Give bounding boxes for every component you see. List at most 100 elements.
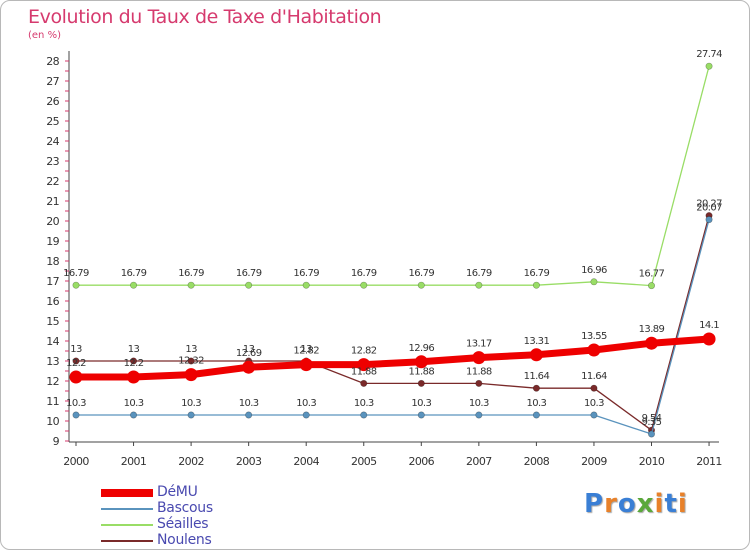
data-point bbox=[590, 384, 598, 392]
data-label: 13.17 bbox=[466, 339, 492, 350]
data-label: 12.2 bbox=[124, 358, 144, 369]
data-point bbox=[532, 281, 540, 289]
x-tick-label: 2009 bbox=[581, 455, 607, 468]
data-point bbox=[72, 411, 80, 419]
data-point bbox=[245, 281, 253, 289]
data-label: 11.88 bbox=[351, 366, 377, 377]
legend-label: Noulens bbox=[157, 532, 212, 548]
y-tick-label: 17 bbox=[46, 275, 59, 288]
data-label: 16.79 bbox=[63, 268, 89, 279]
y-tick-label: 15 bbox=[46, 315, 59, 328]
data-point bbox=[357, 358, 371, 372]
y-tick-label: 13 bbox=[46, 355, 59, 368]
data-point bbox=[69, 370, 83, 384]
data-label: 16.79 bbox=[351, 268, 377, 279]
data-label: 16.79 bbox=[236, 268, 262, 279]
data-point bbox=[360, 411, 368, 419]
y-tick-label: 16 bbox=[46, 295, 59, 308]
data-label: 13.89 bbox=[639, 324, 665, 335]
data-point bbox=[72, 357, 80, 365]
y-tick-label: 18 bbox=[46, 255, 59, 268]
x-tick-label: 2007 bbox=[466, 455, 492, 468]
data-label: 16.79 bbox=[293, 268, 319, 279]
legend-swatch bbox=[101, 489, 153, 497]
x-tick-label: 2011 bbox=[696, 455, 722, 468]
data-label: 12.82 bbox=[351, 346, 377, 357]
y-tick-label: 11 bbox=[46, 395, 59, 408]
data-point bbox=[302, 411, 310, 419]
data-point bbox=[299, 358, 313, 372]
data-point bbox=[130, 281, 138, 289]
data-point bbox=[187, 411, 195, 419]
series-line-Bascous bbox=[75, 218, 710, 435]
data-point bbox=[187, 281, 195, 289]
data-label: 10.3 bbox=[124, 398, 144, 409]
data-label: 20.07 bbox=[696, 203, 722, 214]
data-point bbox=[645, 336, 658, 350]
data-label: 20.27 bbox=[696, 199, 722, 210]
y-tick-label: 14 bbox=[46, 335, 59, 348]
data-label: 13 bbox=[243, 344, 255, 355]
y-tick-label: 26 bbox=[46, 95, 59, 108]
y-tick-label: 24 bbox=[46, 135, 59, 148]
data-label: 9.54 bbox=[642, 413, 662, 424]
data-point bbox=[705, 216, 713, 224]
y-tick-label: 12 bbox=[46, 375, 59, 388]
data-label: 10.3 bbox=[296, 398, 316, 409]
y-tick-label: 9 bbox=[53, 435, 60, 448]
x-tick-label: 2008 bbox=[524, 455, 550, 468]
legend-label: DéMU bbox=[157, 484, 198, 500]
chart-subtitle: (en %) bbox=[28, 30, 61, 41]
series-line-Noulens bbox=[75, 214, 710, 431]
data-label: 12.69 bbox=[236, 348, 262, 359]
data-label: 16.79 bbox=[178, 268, 204, 279]
data-label: 12.96 bbox=[408, 343, 434, 354]
data-label: 12.2 bbox=[66, 358, 86, 369]
logo-letter: P bbox=[584, 489, 605, 519]
data-label: 14.1 bbox=[699, 320, 719, 331]
x-tick-label: 2003 bbox=[236, 455, 262, 468]
data-point bbox=[532, 411, 540, 419]
data-point bbox=[705, 62, 713, 70]
x-tick-label: 2001 bbox=[121, 455, 147, 468]
data-label: 16.96 bbox=[581, 265, 607, 276]
y-tick-label: 19 bbox=[46, 235, 59, 248]
data-label: 16.79 bbox=[121, 268, 147, 279]
data-label: 10.3 bbox=[354, 398, 374, 409]
data-point bbox=[417, 379, 425, 387]
data-point bbox=[130, 411, 138, 419]
y-tick-label: 20 bbox=[46, 215, 59, 228]
data-point bbox=[130, 357, 138, 365]
data-label: 13 bbox=[300, 344, 312, 355]
chart-title: Evolution du Taux de Taxe d'Habitation bbox=[28, 6, 382, 28]
logo-letter: r bbox=[604, 489, 618, 519]
data-label: 13 bbox=[70, 344, 82, 355]
data-point bbox=[245, 411, 253, 419]
data-point bbox=[360, 281, 368, 289]
data-label: 11.64 bbox=[524, 371, 550, 382]
logo-letter: i bbox=[654, 489, 665, 519]
legend-label: Séailles bbox=[157, 516, 209, 532]
x-tick-label: 2005 bbox=[351, 455, 377, 468]
data-point bbox=[475, 379, 483, 387]
x-tick-label: 2006 bbox=[408, 455, 434, 468]
data-point bbox=[475, 411, 483, 419]
data-point bbox=[702, 332, 716, 346]
x-tick-label: 2010 bbox=[639, 455, 665, 468]
y-tick-label: 21 bbox=[46, 195, 59, 208]
y-tick-label: 25 bbox=[46, 115, 59, 128]
data-label: 9.35 bbox=[642, 417, 662, 428]
legend-swatch bbox=[101, 524, 153, 526]
data-point bbox=[302, 281, 310, 289]
data-point bbox=[475, 281, 483, 289]
data-point bbox=[184, 368, 198, 382]
data-label: 13.55 bbox=[581, 331, 607, 342]
data-label: 12.82 bbox=[293, 346, 319, 357]
legend-swatch bbox=[101, 540, 153, 542]
y-tick-label: 28 bbox=[46, 55, 59, 68]
data-point bbox=[472, 351, 486, 365]
data-label: 10.3 bbox=[584, 398, 604, 409]
data-label: 10.3 bbox=[181, 398, 201, 409]
series-line-DéMU bbox=[72, 335, 713, 381]
